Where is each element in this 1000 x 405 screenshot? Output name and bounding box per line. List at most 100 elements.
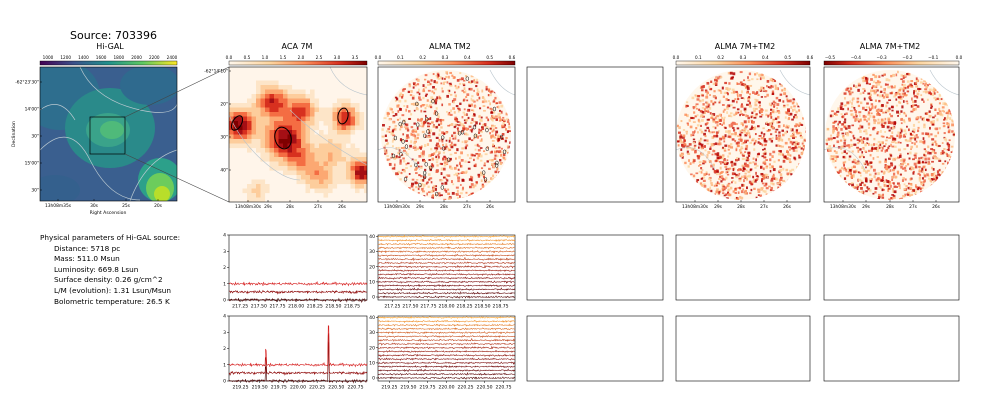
noise-pixel [462, 83, 466, 85]
noise-pixel [410, 126, 414, 129]
noise-pixel [848, 92, 852, 96]
noise-pixel [776, 137, 779, 139]
x-tick-label: 217.25 [384, 304, 400, 310]
aca-pixel [337, 161, 342, 167]
noise-pixel [747, 164, 750, 168]
noise-pixel [508, 130, 511, 133]
aca7m-colorbar: 0.0 0.5 1.0 1.5 2.0 2.5 3.0 3.5 [226, 55, 368, 66]
noise-pixel [909, 167, 911, 170]
noise-pixel [759, 77, 762, 81]
noise-pixel [417, 161, 420, 164]
noise-pixel [744, 151, 747, 153]
noise-pixel [844, 97, 846, 100]
combo2-title: ALMA 7M+TM2 [859, 42, 921, 51]
noise-pixel [422, 158, 425, 162]
noise-pixel [413, 141, 416, 145]
aca-pixel [296, 161, 302, 167]
aca-pixel [319, 184, 324, 189]
aca-pixel [251, 98, 257, 104]
noise-pixel [740, 131, 743, 134]
noise-pixel [857, 84, 861, 87]
noise-pixel [398, 156, 401, 159]
aca-pixel [238, 112, 243, 117]
aca-pixel [229, 112, 234, 117]
aca-pixel [341, 134, 347, 140]
noise-pixel [504, 158, 508, 161]
noise-pixel [788, 172, 791, 175]
noise-pixel [888, 129, 891, 132]
noise-pixel [917, 87, 920, 91]
aca-pixel [251, 121, 257, 126]
noise-pixel [763, 156, 767, 159]
spectrum-line [377, 287, 516, 292]
noise-pixel [847, 144, 850, 147]
noise-pixel [448, 111, 451, 115]
aca-pixel [274, 157, 279, 162]
noise-pixel [500, 147, 503, 150]
noise-pixel [424, 107, 427, 110]
noise-pixel [794, 147, 798, 149]
noise-pixel [923, 80, 926, 83]
noise-pixel [944, 102, 947, 106]
noise-pixel [414, 134, 417, 138]
noise-pixel [939, 174, 942, 177]
beam-ellipse [434, 111, 439, 116]
noise-pixel [463, 87, 466, 91]
noise-pixel [766, 176, 769, 179]
noise-pixel [919, 115, 922, 119]
y-tick-label: 3 [223, 330, 226, 336]
aca-pixel [233, 134, 239, 140]
noise-pixel [853, 108, 856, 111]
noise-pixel [710, 100, 713, 103]
aca-pixel [332, 157, 338, 162]
noise-pixel [706, 154, 709, 157]
noise-pixel [497, 113, 501, 117]
noise-pixel [476, 143, 479, 147]
aca-pixel [287, 161, 293, 167]
x-tick-label: 29s [862, 204, 871, 210]
noise-pixel [412, 102, 416, 106]
noise-pixel [912, 170, 915, 173]
noise-pixel [476, 135, 480, 139]
aca-pixel [364, 184, 367, 189]
noise-pixel [721, 104, 725, 106]
noise-pixel [457, 107, 460, 110]
noise-pixel [877, 172, 880, 176]
noise-pixel [455, 157, 457, 160]
aca-pixel [296, 107, 302, 113]
noise-pixel [935, 176, 939, 180]
noise-pixel [713, 90, 716, 93]
noise-pixel [459, 121, 462, 125]
noise-pixel [455, 193, 459, 196]
aca-pixel [314, 121, 320, 126]
x-tick-label: 29s [714, 204, 723, 210]
noise-pixel [924, 157, 927, 161]
noise-pixel [753, 148, 756, 151]
noise-pixel [899, 153, 902, 157]
noise-pixel [916, 187, 920, 191]
noise-pixel [874, 191, 877, 194]
noise-pixel [893, 167, 896, 170]
noise-pixel [686, 114, 689, 118]
aca-pixel [265, 94, 270, 99]
noise-pixel [436, 147, 439, 150]
noise-pixel [763, 184, 767, 187]
noise-pixel [791, 108, 794, 112]
noise-pixel [922, 82, 925, 85]
noise-pixel [455, 105, 459, 108]
noise-pixel [946, 142, 949, 146]
x-tick-label: 27s [314, 204, 323, 210]
noise-pixel [504, 128, 508, 131]
noise-pixel [903, 86, 907, 90]
aca-pixel [314, 112, 320, 117]
noise-pixel [870, 149, 873, 152]
noise-pixel [845, 88, 849, 92]
noise-pixel [712, 120, 716, 123]
noise-pixel [924, 84, 926, 87]
noise-pixel [499, 149, 502, 153]
aca-pixel [337, 134, 342, 140]
aca-pixel [319, 107, 324, 113]
noise-pixel [745, 159, 749, 162]
noise-pixel [440, 172, 443, 176]
noise-pixel [702, 85, 705, 88]
